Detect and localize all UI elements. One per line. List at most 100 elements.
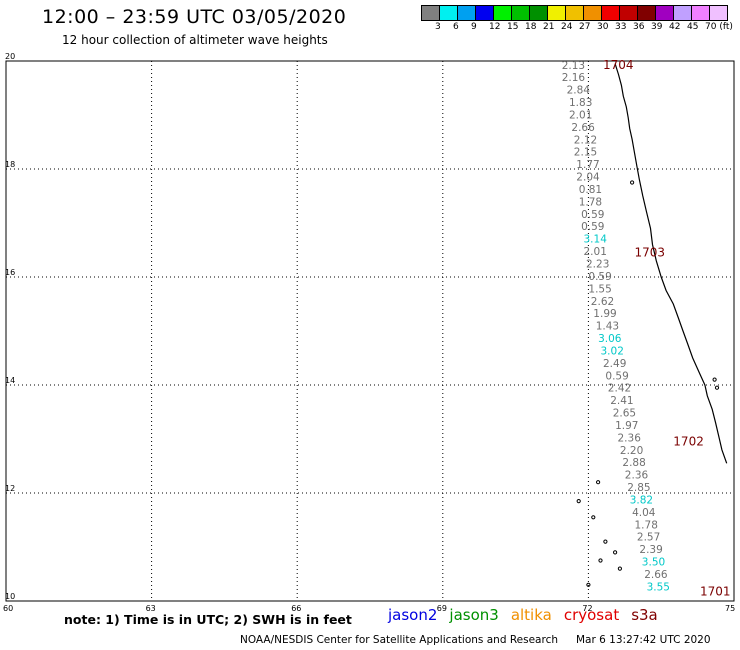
color-swatch <box>638 6 656 20</box>
swh-value: 3.06 <box>598 333 622 345</box>
swh-value: 2.85 <box>627 482 650 494</box>
latitude-label: 12 <box>5 484 15 493</box>
island <box>613 550 618 555</box>
legend-item-cryosat: cryosat <box>563 606 620 624</box>
swh-value: 3.50 <box>642 557 665 569</box>
swh-value: 2.12 <box>574 134 597 146</box>
swh-value: 0.59 <box>605 370 628 382</box>
color-scale-labels: 3 6 9 12 15 18 21 24 27 30 33 36 39 42 45 70 (ft) <box>421 22 740 34</box>
swh-value: 3.82 <box>630 495 653 507</box>
swh-value: 1.55 <box>588 283 611 295</box>
latitude-label: 14 <box>5 376 15 385</box>
swh-value: 2.13 <box>562 60 585 72</box>
pass-number: 1703 <box>635 246 666 260</box>
swh-value: 1.78 <box>635 519 658 531</box>
color-swatch <box>656 6 674 20</box>
note-text: note: 1) Time is in UTC; 2) SWH is in fe… <box>64 612 352 627</box>
color-swatch <box>602 6 620 20</box>
longitude-labels: 60 63 66 69 72 75 <box>3 604 735 613</box>
latitude-label: 10 <box>5 592 15 601</box>
island <box>714 385 720 390</box>
swh-value: 0.59 <box>581 209 604 221</box>
longitude-label: 72 <box>582 604 592 613</box>
color-swatch <box>548 6 566 20</box>
footer: NOAA/NESDIS Center for Satellite Applica… <box>240 634 711 646</box>
longitude-label: 63 <box>146 604 156 613</box>
color-scale-label: 30 <box>597 22 609 32</box>
swh-value: 1.78 <box>579 196 602 208</box>
swh-value: 2.01 <box>584 246 607 258</box>
swh-value: 3.55 <box>647 581 670 593</box>
legend-item-jason2: jason2 <box>388 606 438 624</box>
swh-value: 2.20 <box>620 445 643 457</box>
color-scale-label: 27 <box>579 22 591 32</box>
color-swatch <box>458 6 476 20</box>
color-scale-label: 3 <box>435 22 441 32</box>
color-scale-label: 39 <box>651 22 663 32</box>
swh-value: 0.59 <box>581 221 604 233</box>
swh-value: 2.36 <box>625 470 649 482</box>
latitude-label: 16 <box>5 268 15 277</box>
island <box>630 180 635 185</box>
legend-item-jason3: jason3 <box>449 606 499 624</box>
color-scale-label: 70 (ft) <box>705 22 733 32</box>
swh-value: 2.41 <box>610 395 633 407</box>
color-swatch <box>530 6 548 20</box>
pass-number: 1704 <box>603 58 634 72</box>
swh-readings: 2.132.162.841.832.012.662.122.151.772.04… <box>562 60 670 594</box>
legend-item-s3a: s3a <box>631 606 658 624</box>
satellite-legend: jason2 jason3 altika cryosat s3a <box>388 606 670 624</box>
swh-value: 0.59 <box>588 271 611 283</box>
color-swatch <box>440 6 458 20</box>
map-title: 12:00 – 23:59 UTC 03/05/2020 <box>42 6 347 28</box>
color-scale-label: 6 <box>453 22 459 32</box>
island <box>596 480 601 485</box>
map-gridlines <box>6 61 734 601</box>
color-scale-label: 24 <box>561 22 573 32</box>
latitude-labels: 20 18 16 14 12 10 <box>5 52 15 601</box>
pass-labels: 1704 1703 1702 1701 <box>603 58 731 598</box>
swh-value: 1.97 <box>615 420 638 432</box>
swh-value: 2.66 <box>644 569 668 581</box>
swh-value: 2.57 <box>637 532 660 544</box>
color-swatch <box>584 6 602 20</box>
map-frame <box>5 60 735 602</box>
color-swatch <box>620 6 638 20</box>
color-scale-label: 42 <box>669 22 681 32</box>
color-swatch <box>692 6 710 20</box>
swh-value: 2.88 <box>622 457 645 469</box>
island <box>712 377 717 382</box>
color-scale-label: 33 <box>615 22 627 32</box>
swh-value: 1.99 <box>593 308 616 320</box>
color-scale-label: 36 <box>633 22 645 32</box>
swh-value: 3.02 <box>601 345 624 357</box>
color-scale-label: 18 <box>525 22 537 32</box>
swh-value: 2.15 <box>574 147 597 159</box>
pass-number: 1701 <box>700 584 731 598</box>
island <box>586 582 591 587</box>
swh-value: 0.81 <box>579 184 602 196</box>
latitude-label: 18 <box>5 160 15 169</box>
swh-value: 1.83 <box>569 97 592 109</box>
swh-color-scale <box>421 5 728 21</box>
swh-value: 2.23 <box>586 259 609 271</box>
swh-value: 2.84 <box>567 85 591 97</box>
color-scale-label: 9 <box>471 22 477 32</box>
swh-value: 3.14 <box>584 234 608 246</box>
swh-value: 2.16 <box>562 72 586 84</box>
swh-value: 2.42 <box>608 383 631 395</box>
color-swatch <box>512 6 530 20</box>
color-swatch <box>674 6 692 20</box>
swh-value: 2.66 <box>571 122 595 134</box>
longitude-label: 75 <box>725 604 735 613</box>
color-scale-label: 15 <box>507 22 519 32</box>
color-swatch <box>476 6 494 20</box>
generated-timestamp: Mar 6 13:27:42 UTC 2020 <box>576 634 711 646</box>
latitude-label: 20 <box>5 52 15 61</box>
color-scale-label: 45 <box>687 22 699 32</box>
swh-value: 2.62 <box>591 296 614 308</box>
swh-value: 2.65 <box>613 408 636 420</box>
credit-text: NOAA/NESDIS Center for Satellite Applica… <box>240 634 558 646</box>
island <box>617 566 623 571</box>
